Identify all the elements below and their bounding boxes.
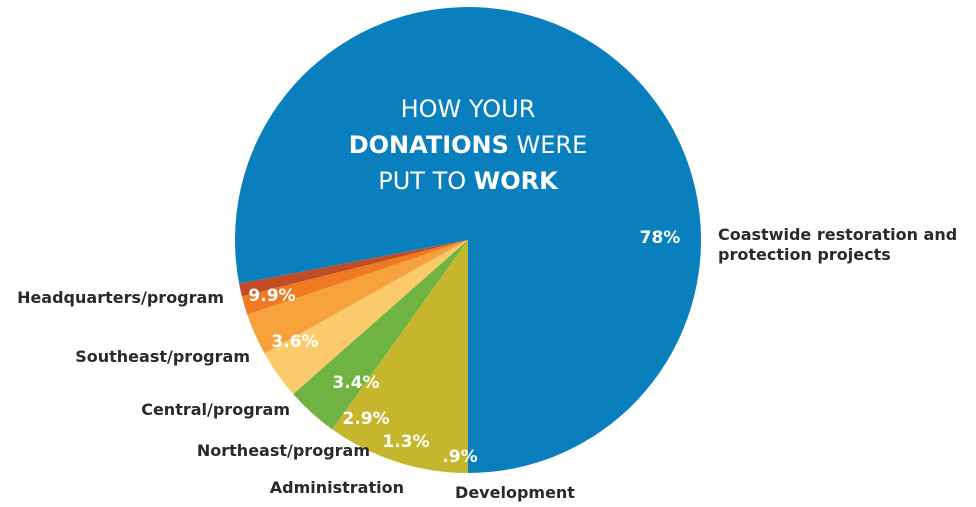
pie-slice (264, 240, 468, 395)
title-text: DONATIONS (349, 131, 509, 159)
slice-category-label: Central/program (141, 400, 290, 419)
chart-title: HOW YOUR DONATIONS WERE PUT TO WORK (349, 95, 588, 195)
pie-slice (241, 240, 468, 315)
category-labels: Coastwide restoration and protection proj… (17, 225, 957, 502)
slice-percent-label: 3.4% (332, 373, 379, 393)
slice-percent-label: 2.9% (342, 409, 389, 429)
slice-percent-label: 9.9% (248, 286, 295, 306)
pie-slice (247, 240, 468, 354)
pie-slice (293, 240, 468, 430)
percent-labels: 78% .9% 1.3% 2.9% 3.4% 3.6% 9.9% (248, 228, 680, 467)
pie-slice (235, 6, 702, 473)
slice-category-label: Administration (270, 478, 404, 497)
slice-percent-label: .9% (442, 447, 477, 467)
slice-category-label: Coastwide restoration and protection proj… (718, 225, 957, 264)
slice-percent-label: 1.3% (382, 432, 429, 452)
slice-category-label: Development (455, 483, 575, 502)
title-text: PUT TO (378, 167, 474, 195)
title-text: WORK (474, 167, 559, 195)
slice-percent-label: 78% (640, 228, 681, 248)
pie-slice (332, 240, 468, 474)
slice-category-label: Southeast/program (75, 347, 250, 366)
slice-category-label: Northeast/program (197, 441, 370, 460)
pie-slice (239, 240, 468, 297)
title-text: WERE (509, 131, 587, 159)
pie-slices (235, 6, 702, 474)
slice-category-label: Headquarters/program (17, 288, 224, 307)
slice-percent-label: 3.6% (271, 332, 318, 352)
title-text: HOW YOUR (401, 95, 536, 123)
